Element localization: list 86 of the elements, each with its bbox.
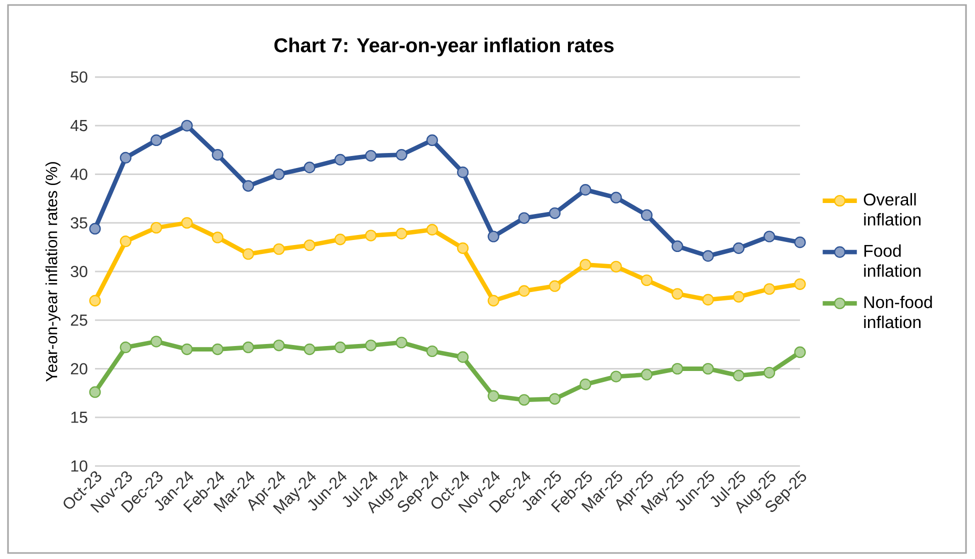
- point: [89, 222, 101, 235]
- point: [120, 342, 132, 354]
- point: [365, 340, 377, 352]
- point: [672, 362, 684, 375]
- y-tick-label: 15: [71, 412, 88, 423]
- point: [640, 368, 653, 380]
- legend-label: Non-food inflation: [864, 296, 932, 328]
- point: [212, 344, 224, 356]
- point: [672, 288, 684, 300]
- point: [488, 230, 500, 242]
- point: [488, 294, 500, 306]
- point: [548, 393, 561, 405]
- point: [334, 342, 346, 354]
- point: [365, 150, 377, 162]
- point: [794, 278, 806, 290]
- point: [548, 207, 561, 219]
- chart-title: Chart 7: Year-on-year inflation rates: [274, 38, 614, 56]
- point: [273, 243, 285, 255]
- point: [640, 274, 653, 286]
- point: [732, 242, 744, 254]
- y-axis-title: Year-on-year inflation rates (%): [45, 162, 60, 382]
- legend-label: Overall inflation: [864, 193, 921, 226]
- y-tick-label: 40: [70, 168, 88, 180]
- point: [457, 242, 469, 254]
- point: [242, 342, 254, 354]
- point: [794, 346, 806, 358]
- point: [150, 134, 162, 146]
- point: [304, 239, 316, 252]
- point: [181, 120, 193, 132]
- point: [273, 340, 285, 352]
- point: [396, 149, 408, 161]
- point: [672, 240, 684, 252]
- point: [150, 222, 162, 234]
- point: [273, 168, 285, 180]
- y-tick-label: 35: [70, 217, 88, 229]
- point: [89, 294, 101, 306]
- point: [488, 390, 500, 402]
- point: [426, 224, 438, 236]
- point: [181, 217, 193, 229]
- point: [580, 258, 592, 270]
- point: [334, 154, 346, 166]
- point: [764, 366, 776, 378]
- y-tick-label: 20: [70, 363, 88, 374]
- y-tick-label: 45: [70, 120, 88, 132]
- point: [610, 370, 622, 382]
- point: [640, 209, 653, 221]
- point: [518, 212, 530, 224]
- y-tick-label: 25: [70, 314, 88, 326]
- point: [548, 280, 561, 292]
- point: [702, 294, 714, 306]
- point: [426, 345, 438, 358]
- point: [212, 149, 224, 161]
- point: [702, 250, 714, 262]
- point: [580, 184, 592, 196]
- point: [457, 166, 469, 178]
- point: [702, 362, 714, 375]
- y-tick-label: 10: [71, 460, 88, 472]
- point: [89, 386, 101, 398]
- point: [764, 230, 776, 242]
- point: [242, 248, 254, 260]
- legend-label: Food inflation: [864, 244, 921, 277]
- point: [518, 394, 530, 406]
- point: [304, 162, 316, 174]
- point: [365, 230, 377, 242]
- point: [764, 283, 776, 295]
- point: [120, 152, 132, 164]
- point: [732, 370, 744, 382]
- point: [304, 344, 316, 356]
- point: [518, 285, 530, 297]
- point: [150, 336, 162, 348]
- y-tick-label: 30: [70, 266, 88, 278]
- point: [794, 236, 806, 248]
- point: [457, 351, 469, 363]
- point: [396, 228, 408, 240]
- point: [610, 192, 622, 204]
- y-tick-label: 50: [70, 71, 88, 83]
- point: [181, 344, 193, 356]
- point: [732, 290, 744, 303]
- point: [120, 236, 132, 248]
- point: [610, 260, 622, 272]
- point: [212, 232, 224, 244]
- point: [396, 336, 408, 348]
- point: [426, 134, 438, 146]
- point: [580, 378, 592, 390]
- point: [242, 180, 254, 192]
- point: [334, 234, 346, 246]
